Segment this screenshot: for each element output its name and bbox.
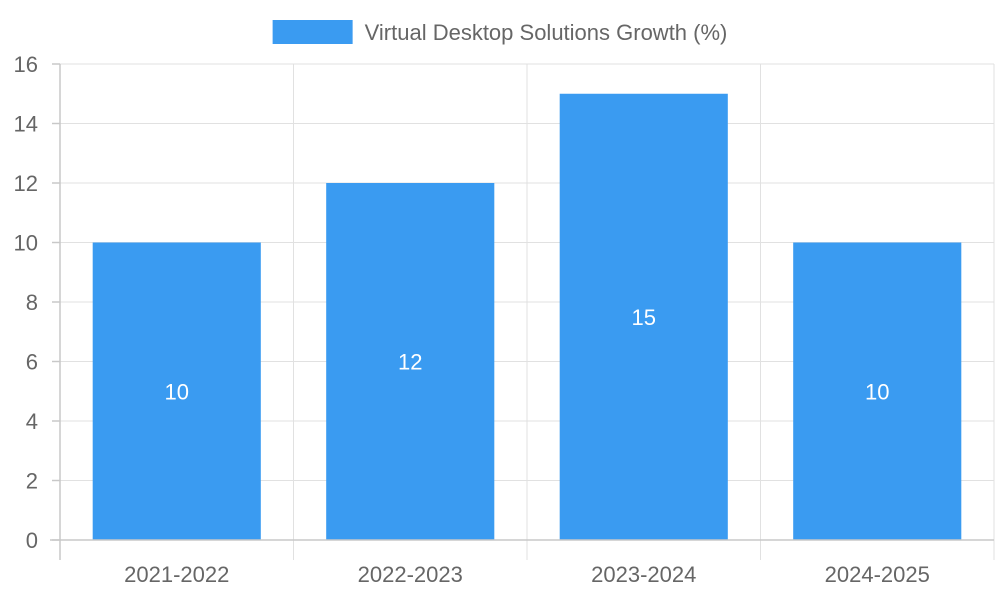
y-tick-label: 2	[26, 469, 38, 494]
x-axis-ticks: 2021-2022 2022-2023 2023-2024 2024-2025	[124, 562, 930, 587]
data-label: 10	[865, 379, 889, 404]
y-tick-label: 8	[26, 290, 38, 315]
y-tick-label: 14	[14, 112, 38, 137]
legend-swatch	[272, 20, 353, 44]
bar-2024-2025[interactable]	[793, 242, 962, 541]
data-labels: 10 12 15 10	[165, 305, 890, 404]
data-label: 10	[165, 379, 189, 404]
y-tick-label: 0	[26, 528, 38, 553]
legend-label: Virtual Desktop Solutions Growth (%)	[365, 20, 728, 45]
data-label: 12	[398, 350, 422, 375]
axes	[50, 64, 994, 560]
x-tick-label: 2023-2024	[591, 562, 696, 587]
bar-2022-2023[interactable]	[326, 183, 495, 540]
y-tick-label: 4	[26, 409, 38, 434]
bar-2021-2022[interactable]	[92, 242, 261, 541]
bar-2023-2024[interactable]	[559, 93, 728, 540]
data-label: 15	[632, 305, 656, 330]
chart-legend: Virtual Desktop Solutions Growth (%)	[272, 20, 728, 45]
x-tick-label: 2022-2023	[358, 562, 463, 587]
y-tick-label: 12	[14, 171, 38, 196]
x-tick-label: 2024-2025	[825, 562, 930, 587]
y-tick-label: 16	[14, 52, 38, 77]
y-tick-label: 10	[14, 231, 38, 256]
bars	[92, 93, 962, 541]
x-tick-label: 2021-2022	[124, 562, 229, 587]
y-tick-label: 6	[26, 350, 38, 375]
y-axis-ticks: 0 2 4 6 8 10 12 14 16	[14, 52, 60, 553]
